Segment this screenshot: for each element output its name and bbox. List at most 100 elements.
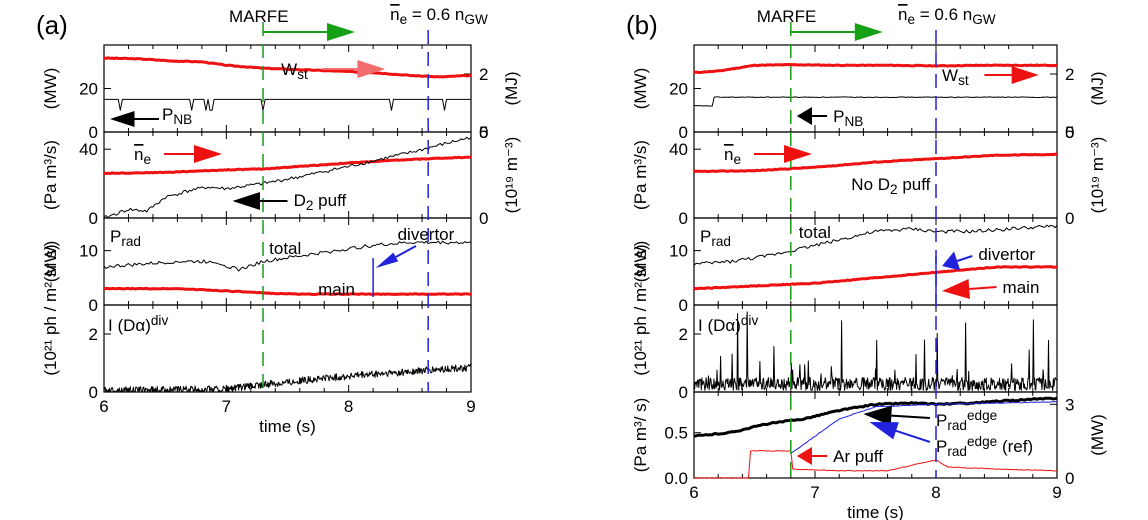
y-tick-label: 0: [679, 296, 688, 315]
marfe-arrow-head: [854, 23, 883, 41]
series-main: [103, 286, 472, 296]
series-total: [103, 240, 472, 272]
y-right-axis-label: (MJ): [1088, 72, 1107, 106]
edge-arrow-shaft: [891, 414, 931, 419]
y-tick-label: 20: [669, 80, 688, 99]
wst-label: Wst: [942, 66, 969, 88]
divertor-arrow-head: [375, 252, 399, 268]
x-tick-label: 7: [222, 397, 231, 416]
total-label: total: [799, 223, 831, 242]
series-total: [693, 224, 1058, 266]
series-d2-puff: [103, 136, 472, 219]
y-tick-label: 0: [679, 383, 688, 402]
series-pnb: [693, 96, 1058, 107]
y-right-axis-label: (10¹⁹ m⁻³): [1088, 137, 1107, 214]
total-label: total: [269, 239, 301, 258]
series-i-dalpha-div: [693, 311, 1057, 391]
series-wst: [693, 63, 1058, 74]
d2-label: D2 puff: [294, 191, 347, 213]
y-right-axis-label: (MW): [1088, 414, 1107, 456]
y-right-tick-label: 5: [1065, 123, 1074, 142]
pnb-arrow-head: [796, 107, 812, 125]
y-right-tick-label: 5: [479, 123, 488, 142]
marfe-label: MARFE: [757, 7, 817, 26]
y-tick-label: 2: [679, 325, 688, 344]
subplot-a3: 0 10 (MW): [41, 217, 472, 315]
y-right-tick-label: 0: [1065, 209, 1074, 228]
subplot-frame: [693, 44, 1058, 133]
pnb-label: PNB: [833, 107, 863, 129]
divertor-label: divertor: [978, 245, 1035, 264]
y-axis-label: (Pa m³/ s): [631, 398, 650, 473]
y-tick-label: 40: [669, 140, 688, 159]
series-prad-edge-ref-: [790, 401, 1058, 454]
x-axis-label: time (s): [847, 503, 904, 520]
x-tick-label: 8: [931, 483, 940, 502]
y-right-axis-label: (10¹⁹ m⁻³): [502, 137, 521, 214]
y-right-tick-label: 0: [1065, 123, 1074, 142]
series-ne: [694, 152, 1058, 174]
ref-label: Pradedge (ref): [936, 434, 1033, 459]
ne-gw-label: ne = 0.6 nGW: [390, 5, 488, 27]
y-tick-label: 0: [679, 209, 688, 228]
x-tick-label: 6: [99, 397, 108, 416]
series-prad-edge: [693, 396, 1058, 438]
y-tick-label: 20: [79, 80, 98, 99]
wst-label: Wst: [281, 60, 308, 82]
y-tick-label: 0: [89, 209, 98, 228]
ne-label: ne: [724, 145, 741, 167]
ref-arrow-head: [869, 422, 899, 440]
subplot-b5: 0.0 0.5 0 3 (Pa m³/ s) (MW): [631, 391, 1107, 488]
subplot-a4: 0 2 (10²¹ ph / m² sr s): [41, 244, 472, 402]
subplot-frame: [103, 304, 472, 393]
main-arrow-head: [942, 279, 971, 299]
divertor-arrow-head: [942, 251, 961, 271]
y-tick-label: 40: [79, 140, 98, 159]
y-tick-label: 0.0: [664, 469, 688, 488]
y-right-tick-label: 0: [479, 123, 488, 142]
ar-label: Ar puff: [833, 447, 883, 466]
main-label: main: [318, 280, 355, 299]
subplot-b1: 0 20 0 2 (MW) (MJ): [631, 44, 1107, 142]
y-axis-label: (MW): [631, 68, 650, 110]
y-axis-label: (MW): [41, 68, 60, 110]
main-label: main: [1003, 278, 1040, 297]
y-tick-label: 0: [679, 123, 688, 142]
marfe-arrow-head: [327, 23, 356, 41]
x-tick-label: 9: [1052, 483, 1061, 502]
y-tick-label: 0: [89, 383, 98, 402]
y-axis-label: (10²¹ ph / m² sr s): [631, 244, 650, 375]
divertor-arrow-shaft: [956, 255, 973, 262]
subplot-b3: 0 10 (MW): [631, 217, 1058, 315]
y-tick-label: 2: [89, 325, 98, 344]
y-right-tick-label: 2: [479, 65, 488, 84]
ida-label: I (Dα)div: [108, 313, 168, 335]
ar-arrow-head: [796, 447, 812, 465]
panel-label: (b): [626, 10, 658, 40]
x-tick-label: 9: [466, 397, 475, 416]
edge-arrow-head: [863, 405, 892, 426]
ne-arrow-head: [194, 145, 222, 163]
main-arrow-shaft: [969, 286, 997, 290]
pnb-arrow-head: [110, 111, 135, 127]
series-wst: [103, 56, 472, 79]
series-i-dalpha-div: [103, 363, 472, 392]
ne-gw-label: ne = 0.6 nGW: [898, 5, 996, 27]
series-ne: [103, 155, 472, 175]
y-right-tick-label: 2: [1065, 65, 1074, 84]
y-right-tick-label: 0: [479, 209, 488, 228]
y-tick-label: 0: [89, 123, 98, 142]
edge-label: Pradedge: [936, 408, 997, 433]
y-tick-label: 10: [79, 242, 98, 261]
subplot-frame: [103, 44, 472, 133]
series-ar-puff: [694, 450, 1058, 479]
y-tick-label: 0.5: [664, 424, 688, 443]
x-axis-label: time (s): [259, 417, 316, 436]
series-pnb: [104, 98, 471, 111]
y-right-axis-label: (MJ): [502, 72, 521, 106]
ida-label: I (Dα)div: [698, 313, 758, 335]
marfe-label: MARFE: [229, 7, 288, 26]
